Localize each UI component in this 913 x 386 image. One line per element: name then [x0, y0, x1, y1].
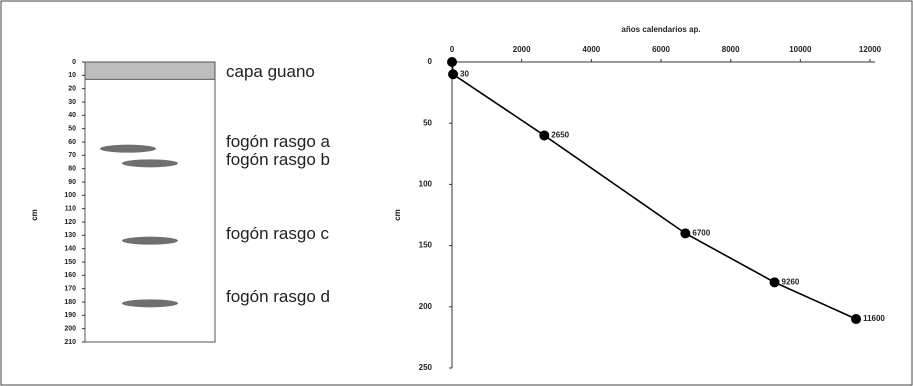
y-tick-label: 150: [419, 241, 433, 250]
data-point: [680, 228, 690, 238]
data-label: 9260: [782, 277, 800, 286]
figure: capa guano 0 10 20 30 40 50 60 70 80 90 100 110 120 13…: [0, 0, 913, 386]
y-tick-label: 200: [64, 326, 76, 333]
y-tick-label: 100: [64, 192, 76, 199]
y-tick-label: 50: [423, 118, 432, 127]
data-point: [448, 69, 458, 79]
data-point: [770, 277, 780, 287]
y-tick-label: 250: [419, 363, 433, 372]
y-tick-label: 160: [64, 272, 76, 279]
y-tick-label: 120: [64, 219, 76, 226]
data-label: 2650: [551, 131, 569, 140]
x-tick-label: 12000: [859, 45, 882, 54]
y-axis-label: cm: [30, 209, 39, 221]
y-tick-label: 20: [68, 86, 76, 93]
x-tick-label: 10000: [789, 45, 812, 54]
y-tick-label: 190: [64, 312, 76, 319]
x-axis-label: años calendarios ap.: [621, 25, 700, 34]
y-tick-label: 80: [68, 166, 76, 173]
data-point: [539, 130, 549, 140]
y-tick-label: 110: [65, 206, 76, 213]
y-tick-label: 150: [64, 259, 76, 266]
y-tick-label: 90: [68, 179, 76, 186]
layer: [85, 62, 215, 79]
y-tick-label: 130: [64, 232, 76, 239]
y-tick-label: 40: [68, 112, 76, 119]
y-axis-label: cm: [393, 209, 402, 221]
layer-label: capa guano: [226, 62, 315, 81]
x-tick-label: 8000: [722, 45, 740, 54]
y-tick-label: 210: [64, 339, 76, 346]
hearth-label: fogón rasgo a: [226, 132, 331, 151]
data-point: [447, 57, 457, 67]
y-tick-label: 200: [419, 302, 433, 311]
hearth-label: fogón rasgo b: [226, 150, 330, 169]
y-tick-label: 140: [64, 246, 76, 253]
y-tick-label: 60: [68, 139, 76, 146]
hearth: [122, 237, 178, 245]
data-label: 30: [460, 69, 469, 78]
x-tick-label: 6000: [652, 45, 670, 54]
y-tick-label: 100: [419, 180, 433, 189]
x-tick-label: 2000: [513, 45, 531, 54]
y-tick-label: 50: [68, 126, 76, 133]
data-label: 6700: [692, 228, 710, 237]
y-tick-label: 70: [68, 152, 76, 159]
hearth: [100, 145, 156, 153]
hearth-label: fogón rasgo d: [226, 287, 330, 306]
data-point: [851, 314, 861, 324]
y-tick-label: 0: [72, 59, 76, 66]
y-tick-label: 10: [68, 72, 76, 79]
y-tick-label: 180: [64, 299, 76, 306]
hearth: [122, 299, 178, 307]
hearth: [122, 159, 178, 167]
y-tick-label: 30: [68, 99, 76, 106]
x-tick-label: 0: [450, 45, 455, 54]
data-label: 11600: [863, 314, 885, 323]
y-tick-label: 0: [428, 57, 433, 66]
hearth-label: fogón rasgo c: [226, 224, 330, 243]
x-tick-label: 4000: [582, 45, 600, 54]
y-tick-label: 170: [64, 286, 76, 293]
